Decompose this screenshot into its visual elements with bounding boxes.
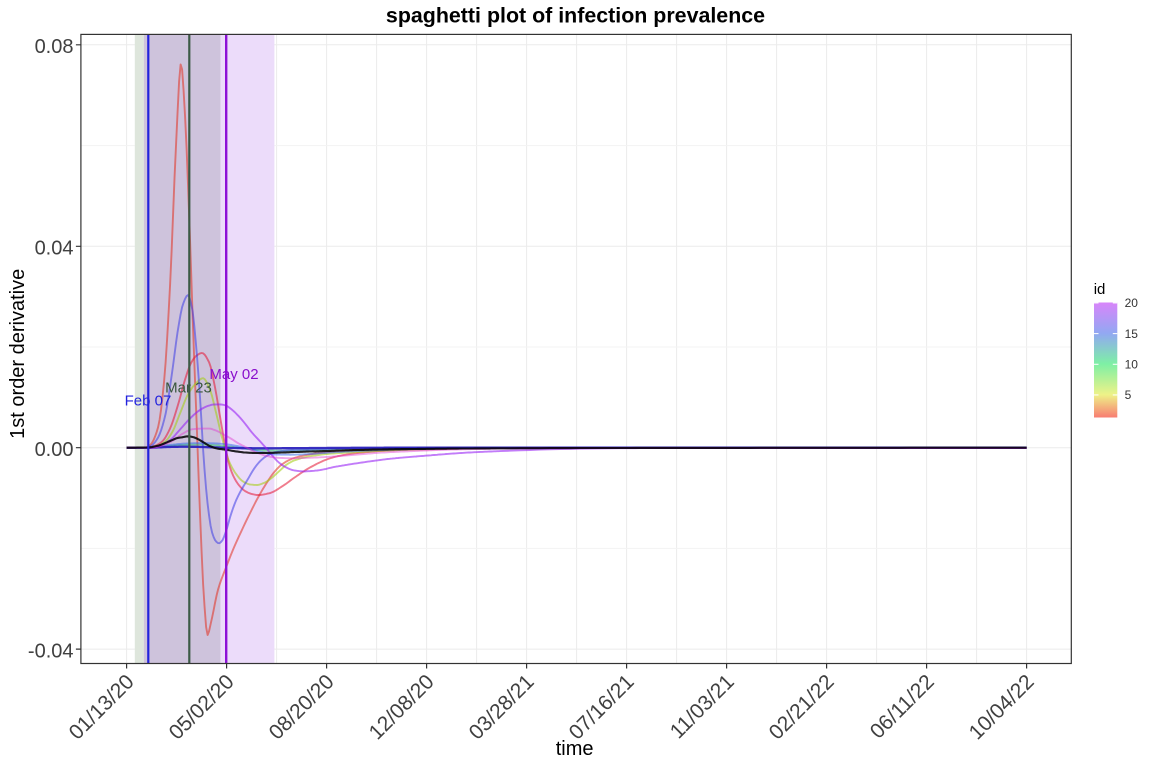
svg-text:May 02: May 02 [209, 366, 258, 383]
svg-text:id: id [1094, 281, 1106, 298]
svg-text:time: time [556, 738, 594, 760]
svg-text:spaghetti plot of infection pr: spaghetti plot of infection prevalence [386, 3, 765, 27]
svg-text:10: 10 [1125, 358, 1139, 372]
svg-text:0.04: 0.04 [35, 238, 74, 260]
svg-text:Mar 23: Mar 23 [165, 380, 212, 397]
svg-text:15: 15 [1125, 327, 1139, 341]
svg-text:5: 5 [1125, 388, 1132, 402]
svg-text:Feb 07: Feb 07 [125, 393, 172, 410]
svg-text:20: 20 [1125, 296, 1139, 310]
svg-text:-0.04: -0.04 [28, 641, 74, 663]
svg-text:0.08: 0.08 [35, 36, 74, 58]
svg-text:1st order derivative: 1st order derivative [7, 269, 29, 439]
svg-text:0.00: 0.00 [35, 439, 74, 461]
